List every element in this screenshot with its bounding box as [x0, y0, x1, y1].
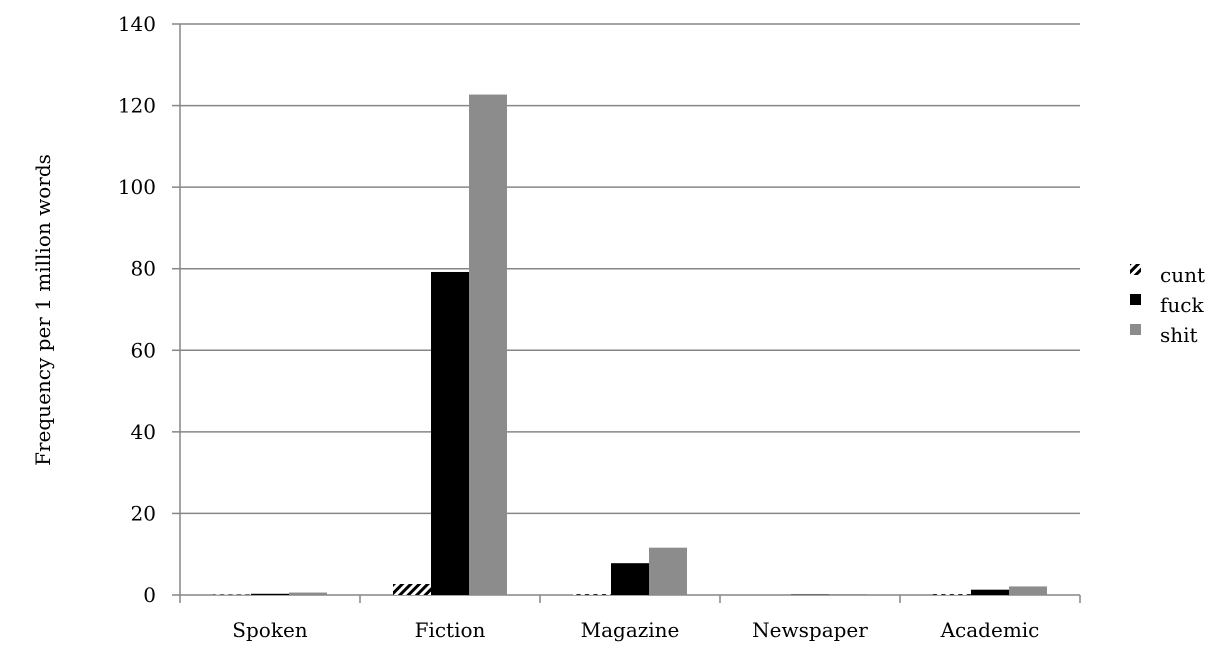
y-tick-label: 40 — [131, 420, 156, 444]
legend: cunt fuck shit — [1130, 263, 1205, 347]
y-tick-label: 20 — [131, 501, 156, 525]
bar-shit-academic — [1009, 586, 1047, 595]
bar-shit-newspaper — [829, 594, 867, 595]
bar-cunt-magazine — [573, 594, 611, 595]
bar-fuck-academic — [971, 590, 1009, 595]
legend-swatch-shit — [1130, 324, 1141, 335]
tick-labels: 0 20 40 60 80 100 120 140 Spoken Fiction Magazine N… — [118, 12, 1040, 642]
y-tick-label: 140 — [118, 12, 156, 36]
x-tick-label: Academic — [940, 618, 1040, 642]
x-tick-label: Magazine — [581, 618, 680, 642]
legend-label-fuck: fuck — [1160, 293, 1204, 317]
y-tick-label: 100 — [118, 175, 156, 199]
bar-shit-fiction — [469, 95, 507, 595]
bar-shit-magazine — [649, 548, 687, 595]
bar-cunt-fiction — [393, 584, 431, 595]
y-tick-label: 60 — [131, 338, 156, 362]
bars — [213, 95, 1047, 595]
axes — [172, 24, 1080, 603]
y-tick-label: 0 — [143, 583, 156, 607]
x-tick-label: Spoken — [232, 618, 308, 642]
legend-label-shit: shit — [1160, 323, 1198, 347]
y-tick-label: 80 — [131, 257, 156, 281]
y-tick-label: 120 — [118, 94, 156, 118]
x-tick-label: Fiction — [415, 618, 486, 642]
y-axis-title: Frequency per 1 million words — [31, 154, 55, 466]
legend-swatch-fuck — [1130, 294, 1141, 305]
bar-cunt-academic — [933, 594, 971, 595]
bar-fuck-fiction — [431, 272, 469, 595]
bar-fuck-spoken — [251, 594, 289, 595]
bar-shit-spoken — [289, 593, 327, 595]
legend-label-cunt: cunt — [1160, 263, 1205, 287]
gridlines — [180, 24, 1080, 513]
x-tick-label: Newspaper — [752, 618, 868, 642]
bar-fuck-magazine — [611, 563, 649, 595]
legend-swatch-cunt — [1130, 264, 1141, 275]
